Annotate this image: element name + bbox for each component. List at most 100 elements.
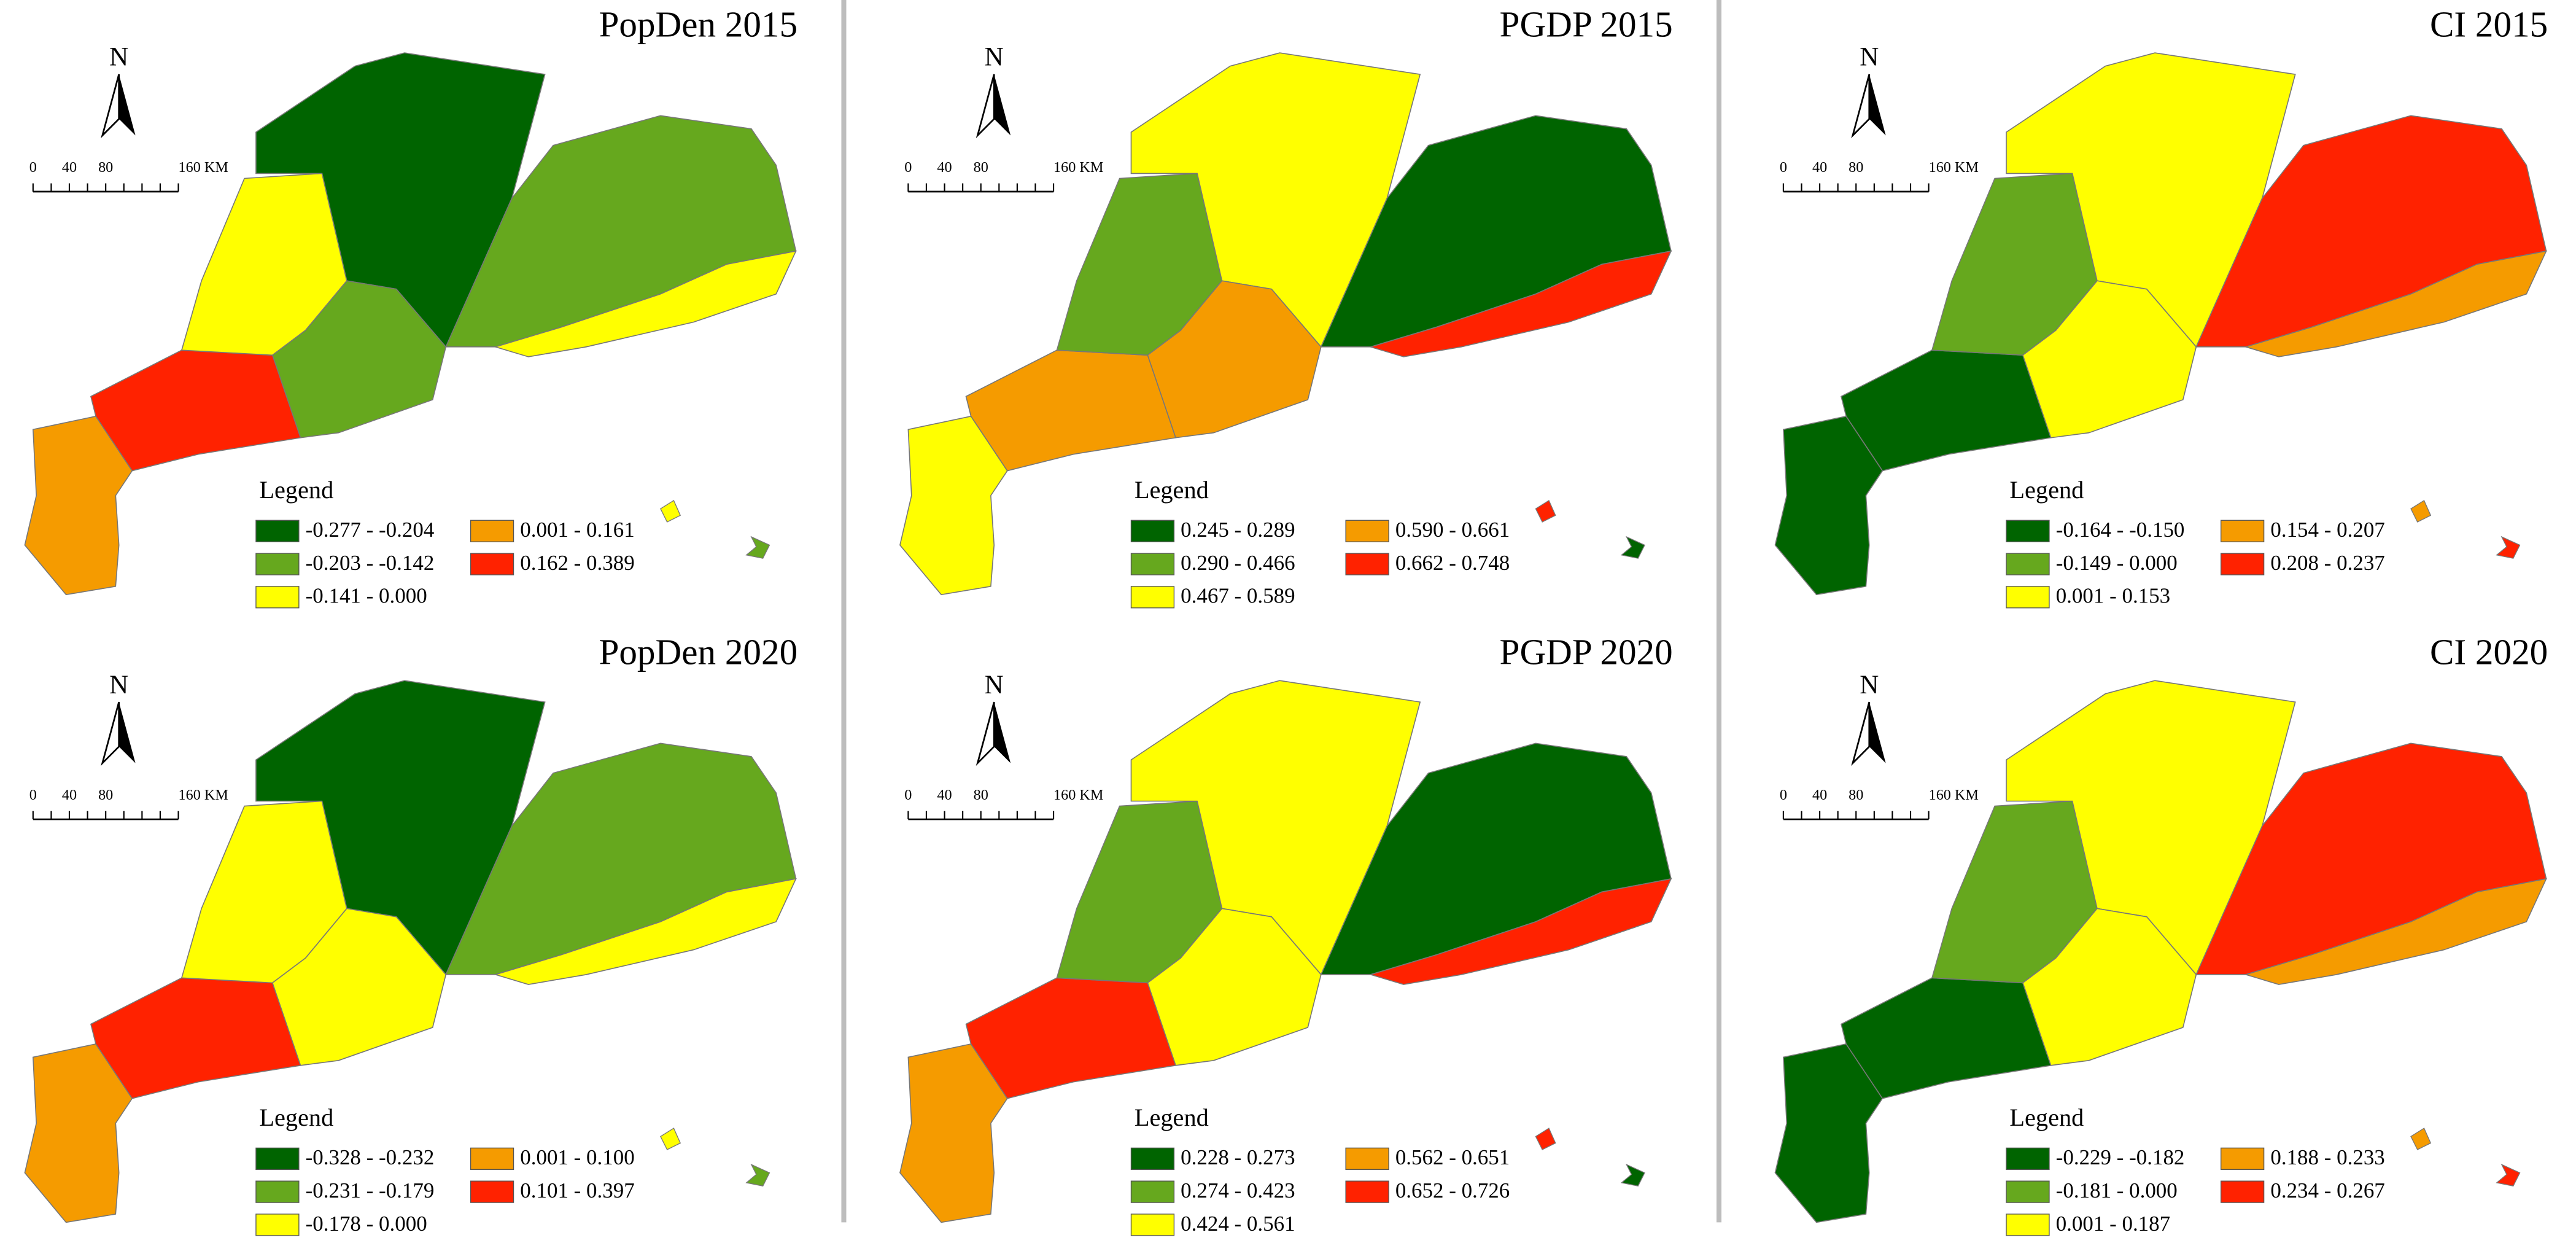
- legend-label: 0.001 - 0.153: [2056, 584, 2170, 608]
- legend-swatch: [1345, 520, 1389, 542]
- legend-swatch: [1345, 1147, 1389, 1170]
- legend-swatch: [1130, 1214, 1175, 1236]
- island: [1535, 1128, 1556, 1150]
- legend-label: 0.424 - 0.561: [1181, 1212, 1295, 1236]
- region: [494, 878, 797, 985]
- legend-swatch: [255, 1180, 300, 1203]
- legend-swatch: [2006, 586, 2050, 609]
- legend-swatch: [470, 553, 514, 575]
- island: [745, 1163, 770, 1186]
- legend-label: -0.231 - -0.179: [306, 1179, 435, 1202]
- legend-label: -0.181 - 0.000: [2056, 1179, 2178, 1202]
- legend-label: -0.178 - 0.000: [306, 1212, 427, 1236]
- region: [1368, 250, 1672, 357]
- legend-label: 0.001 - 0.100: [520, 1145, 634, 1169]
- panel-title: PGDP 2020: [1500, 631, 1673, 672]
- legend-label: -0.149 - 0.000: [2056, 551, 2178, 575]
- legend-swatch: [2221, 1147, 2265, 1170]
- legend-swatch: [2006, 553, 2050, 575]
- north-label: N: [109, 671, 128, 699]
- legend-label: 0.162 - 0.389: [520, 551, 634, 575]
- north-arrow: [118, 74, 136, 136]
- region: [2244, 250, 2547, 357]
- panel-title: PGDP 2015: [1500, 4, 1673, 44]
- scale-label: 160 KM: [1053, 787, 1103, 803]
- legend-label: 0.662 - 0.748: [1395, 551, 1510, 575]
- legend-swatch: [1130, 586, 1175, 609]
- north-label: N: [985, 671, 1004, 699]
- legend-swatch: [255, 1214, 300, 1236]
- scale-label: 40: [937, 787, 952, 803]
- island: [2410, 499, 2432, 523]
- legend-label: -0.229 - -0.182: [2056, 1145, 2185, 1169]
- legend-swatch: [470, 1180, 514, 1203]
- legend-swatch: [1130, 1180, 1175, 1203]
- island: [660, 1128, 681, 1150]
- scale-label: 0: [904, 787, 912, 803]
- legend-label: -0.277 - -0.204: [306, 518, 435, 542]
- scale-label: 80: [98, 159, 113, 176]
- north-arrow: [994, 702, 1011, 763]
- legend-swatch: [255, 1147, 300, 1170]
- north-arrow: [994, 74, 1011, 136]
- legend-swatch: [1345, 553, 1389, 575]
- north-arrow: [118, 702, 136, 763]
- panel-title: PopDen 2020: [599, 631, 797, 672]
- north-label: N: [985, 43, 1004, 72]
- scale-label: 80: [974, 787, 988, 803]
- panel-title: PopDen 2015: [599, 4, 797, 44]
- legend-swatch: [1130, 520, 1175, 542]
- legend-swatch: [1130, 1147, 1175, 1170]
- legend-swatch: [255, 520, 300, 542]
- scale-label: 160 KM: [179, 159, 228, 176]
- island: [1620, 536, 1645, 559]
- scale-label: 160 KM: [1929, 159, 1979, 176]
- scale-label: 80: [1849, 787, 1863, 803]
- legend-label: 0.562 - 0.651: [1395, 1145, 1510, 1169]
- legend-label: -0.203 - -0.142: [306, 551, 435, 575]
- scale-label: 40: [937, 159, 952, 176]
- legend-label: 0.228 - 0.273: [1181, 1145, 1295, 1169]
- legend-swatch: [2006, 1147, 2050, 1170]
- scale-label: 40: [62, 787, 77, 803]
- map-panel: PGDP 2020 N 0 40 80 160 KM Legend 0.228 - 0.273…: [899, 631, 1673, 1236]
- legend-swatch: [2006, 1214, 2050, 1236]
- legend-title: Legend: [259, 1104, 333, 1131]
- north-arrow: [1869, 74, 1886, 136]
- legend-swatch: [1345, 1180, 1389, 1203]
- legend-label: 0.245 - 0.289: [1181, 518, 1295, 542]
- scale-label: 0: [1780, 787, 1787, 803]
- legend-swatch: [470, 1147, 514, 1170]
- map-panel: CI 2015 N 0 40 80 160 KM Legend -0.164 - -0.150…: [1774, 4, 2548, 609]
- legend-swatch: [2006, 520, 2050, 542]
- region: [494, 250, 797, 357]
- legend-title: Legend: [1135, 476, 1209, 504]
- legend-label: 0.154 - 0.207: [2270, 518, 2384, 542]
- legend-swatch: [2221, 553, 2265, 575]
- legend-label: -0.164 - -0.150: [2056, 518, 2185, 542]
- scale-label: 80: [1849, 159, 1863, 176]
- island: [660, 499, 681, 523]
- legend-label: 0.652 - 0.726: [1395, 1179, 1510, 1202]
- legend-swatch: [255, 553, 300, 575]
- legend-label: -0.328 - -0.232: [306, 1145, 435, 1169]
- scale-label: 40: [1812, 159, 1827, 176]
- north-arrow: [1869, 702, 1886, 763]
- north-label: N: [1860, 43, 1879, 72]
- scale-label: 0: [29, 787, 37, 803]
- region: [1368, 878, 1672, 985]
- island: [745, 536, 770, 559]
- legend-label: 0.467 - 0.589: [1181, 584, 1295, 608]
- scale-label: 40: [1812, 787, 1827, 803]
- legend-title: Legend: [259, 476, 333, 504]
- scale-label: 0: [29, 159, 37, 176]
- north-label: N: [1860, 671, 1879, 699]
- scale-label: 0: [904, 159, 912, 176]
- island: [2496, 536, 2521, 559]
- scale-label: 40: [62, 159, 77, 176]
- legend-label: 0.274 - 0.423: [1181, 1179, 1295, 1202]
- legend-swatch: [255, 586, 300, 609]
- legend-title: Legend: [2009, 476, 2084, 504]
- panel-title: CI 2015: [2430, 4, 2548, 44]
